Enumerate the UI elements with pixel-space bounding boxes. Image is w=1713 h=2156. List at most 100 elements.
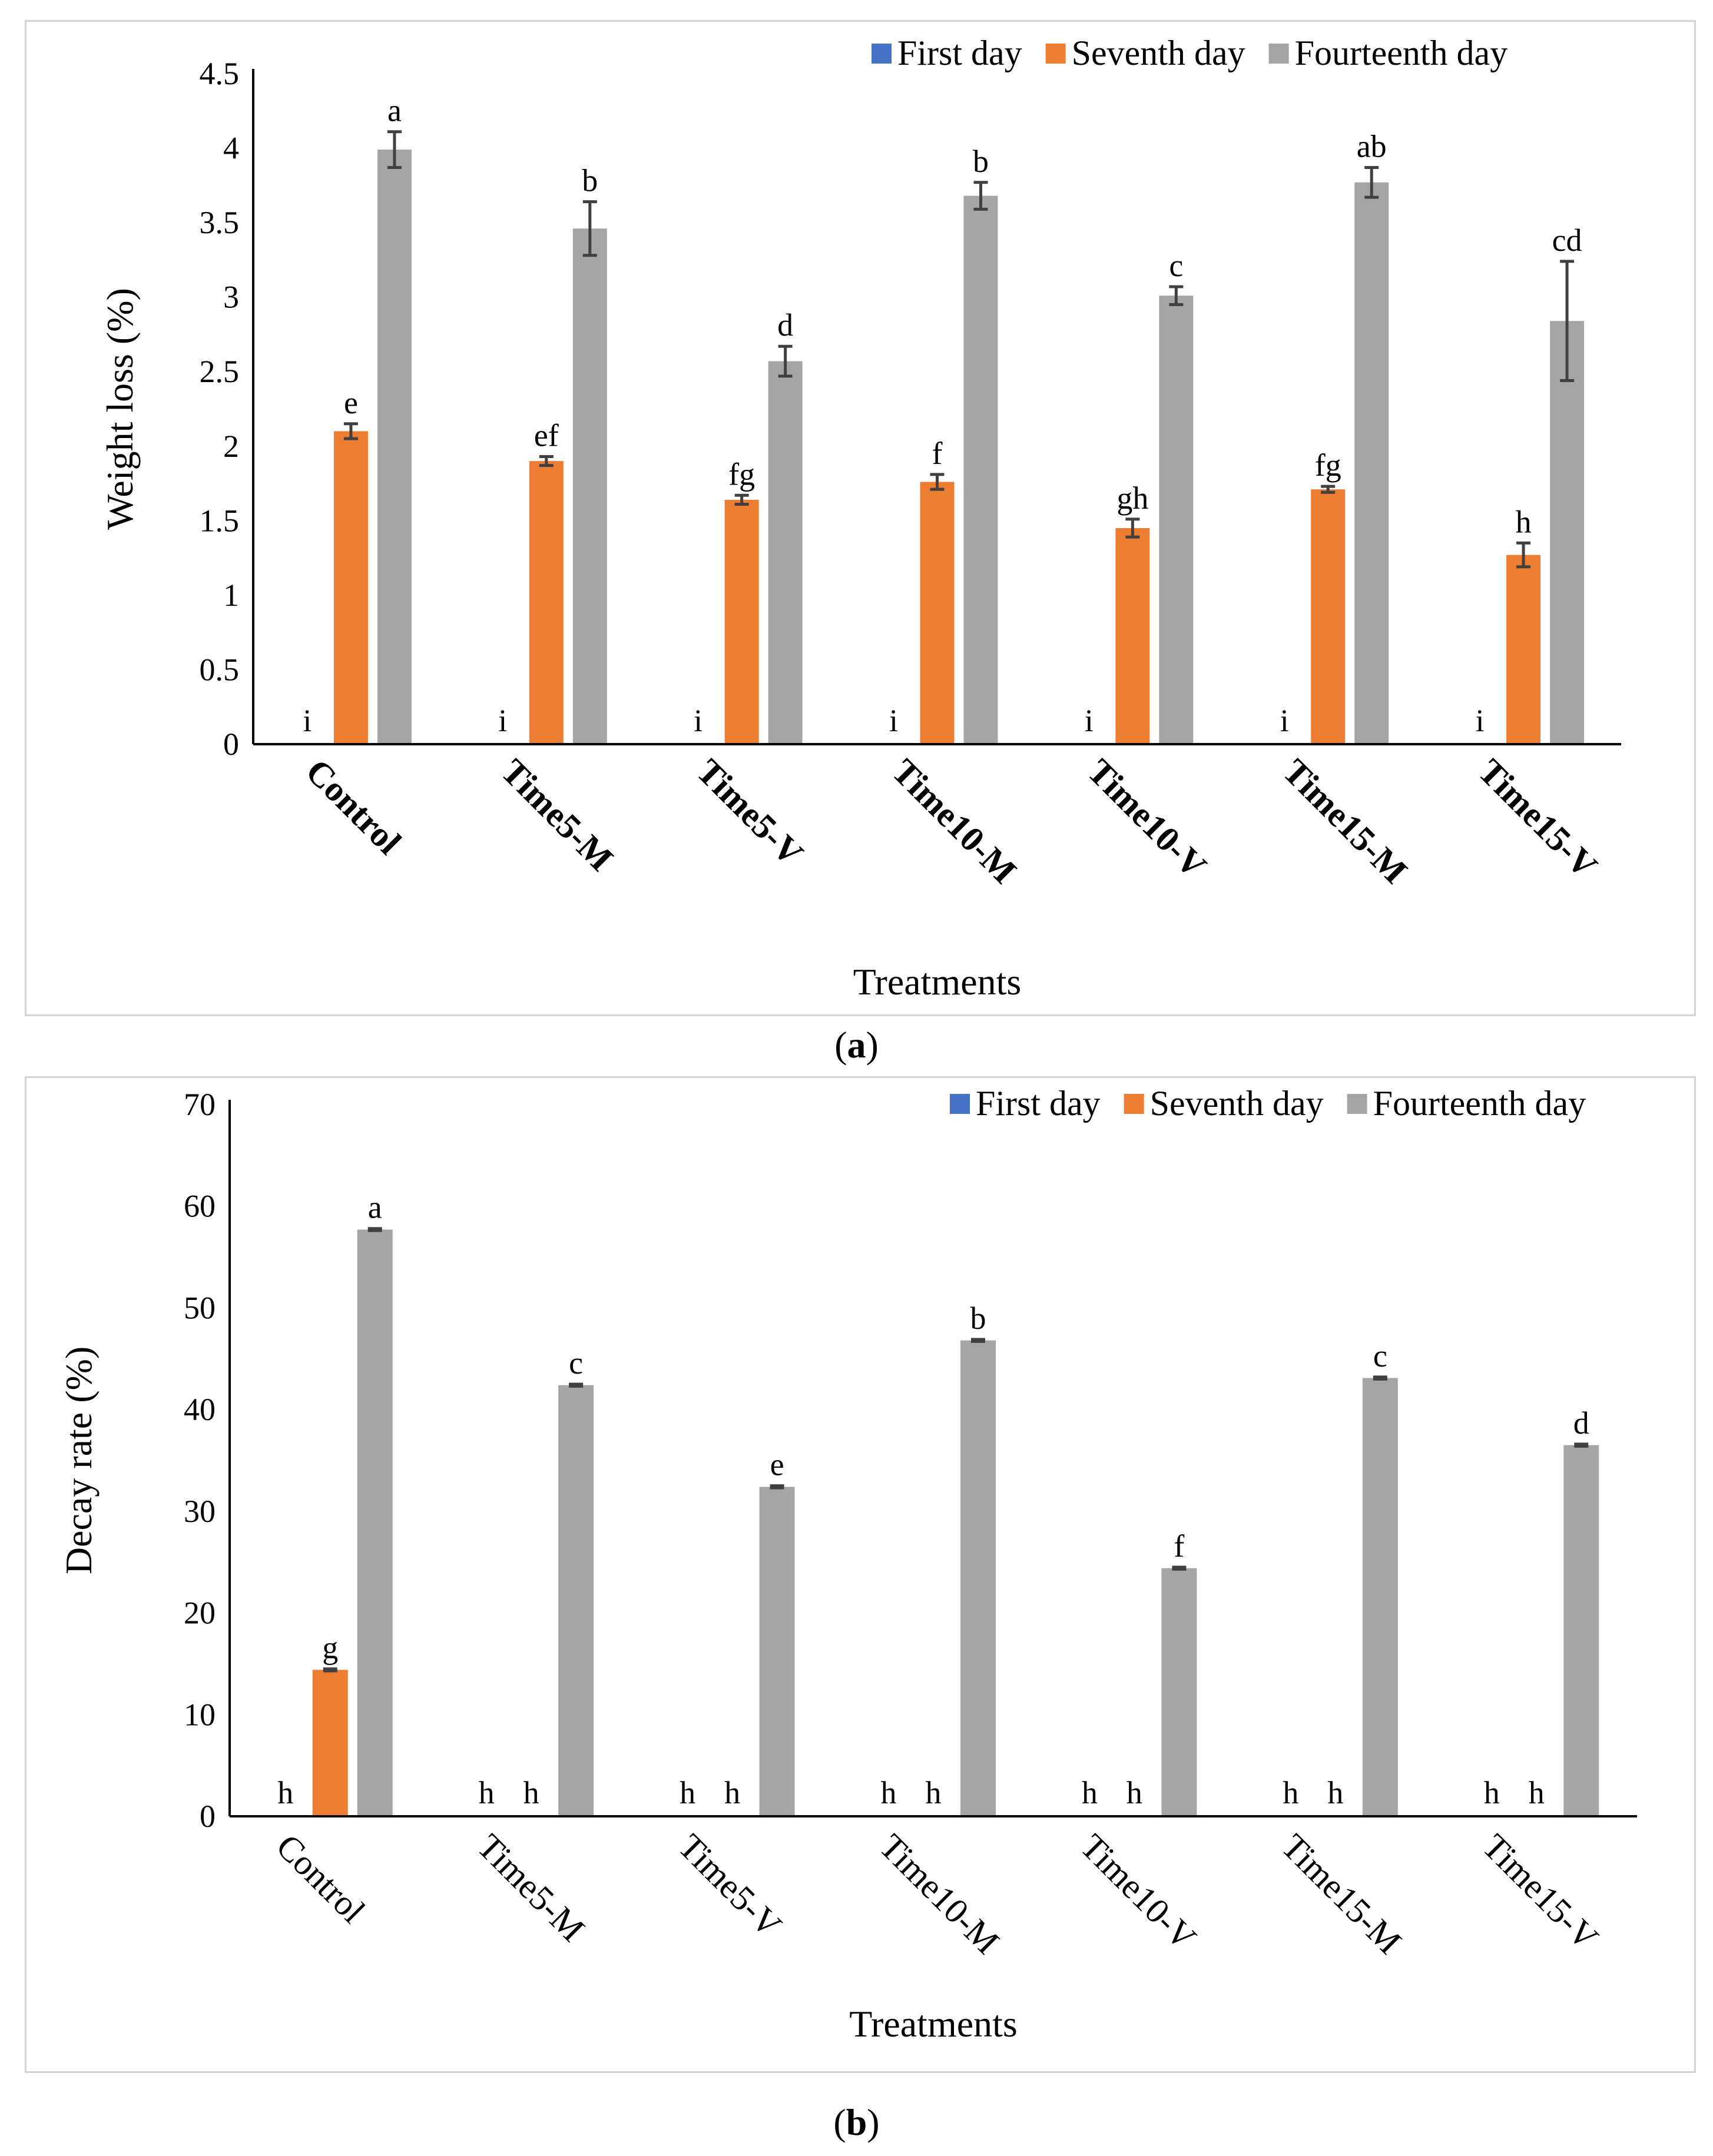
legend-label-1: Seventh day (1072, 34, 1245, 72)
significance-letter-1-1: ef (534, 417, 559, 453)
y-tick-label-3: 30 (184, 1494, 216, 1529)
bar-time15-m-2 (1362, 1378, 1398, 1816)
legend-label-2: Fourteenth day (1295, 34, 1508, 72)
category-label-3: Time10-M (884, 752, 1024, 891)
legend-swatch-2 (1268, 44, 1289, 64)
y-tick-label-9: 4.5 (200, 56, 240, 91)
bar-time10-v-2 (1159, 296, 1194, 744)
y-tick-label-6: 3 (223, 280, 239, 315)
significance-letter-5-0: i (1280, 703, 1289, 738)
significance-letter-1-0: i (498, 703, 507, 738)
significance-letter-0-1: e (344, 385, 358, 420)
y-tick-label-2: 1 (223, 578, 239, 613)
significance-letter-5-1: h (1327, 1775, 1343, 1810)
y-tick-label-5: 2.5 (200, 354, 240, 389)
y-tick-label-0: 0 (223, 727, 239, 762)
bar-time10-m-2 (960, 1340, 996, 1816)
significance-letter-5-0: h (1283, 1775, 1298, 1810)
y-tick-label-2: 20 (184, 1596, 216, 1631)
significance-letter-1-1: h (523, 1775, 539, 1810)
significance-letter-6-1: h (1529, 1775, 1545, 1810)
bar-time15-v-2 (1563, 1445, 1599, 1816)
bar-time10-v-1 (1115, 528, 1150, 744)
legend-label-1: Seventh day (1150, 1084, 1324, 1123)
significance-letter-4-2: c (1169, 248, 1183, 283)
bar-control-2 (357, 1229, 393, 1816)
y-tick-label-1: 10 (184, 1697, 216, 1732)
decay-rate-chart-panel: 0 10 20 30 40 50 60 70 h g a Control h h c Time5-M h h e Ti… (25, 1076, 1696, 2073)
significance-letter-5-2: ab (1357, 128, 1387, 164)
category-label-5: Time15-M (1274, 1827, 1409, 1962)
legend-swatch-1 (1124, 1094, 1144, 1114)
legend-label-0: First day (976, 1084, 1101, 1123)
significance-letter-0-0: h (277, 1775, 293, 1810)
category-label-4: Time10-V (1073, 1827, 1204, 1958)
y-tick-label-7: 70 (184, 1087, 216, 1122)
category-label-1: Time5-M (494, 752, 621, 879)
significance-letter-1-2: c (569, 1345, 583, 1381)
legend-swatch-2 (1347, 1094, 1367, 1114)
legend-label-0: First day (897, 34, 1022, 72)
significance-letter-2-2: d (777, 307, 793, 343)
y-tick-label-7: 3.5 (200, 205, 240, 240)
significance-letter-2-2: e (770, 1447, 784, 1482)
legend-swatch-1 (1045, 44, 1066, 64)
bar-time10-v-2 (1161, 1568, 1197, 1816)
weight-loss-chart-panel: 0 0.5 1 1.5 2 2.5 3 3.5 4 4.5 i e a Control i ef b Time5-… (25, 20, 1696, 1016)
bar-time15-m-1 (1311, 489, 1346, 744)
significance-letter-2-1: fg (728, 456, 755, 492)
bar-time15-m-2 (1354, 182, 1389, 744)
caption-b: (b) (833, 2101, 880, 2143)
bar-time15-v-2 (1550, 321, 1585, 744)
y-tick-label-0: 0 (200, 1799, 216, 1834)
bar-control-1 (312, 1670, 348, 1816)
y-axis-title: Decay rate (%) (58, 1346, 100, 1574)
y-tick-label-3: 1.5 (200, 503, 240, 538)
significance-letter-5-2: c (1373, 1338, 1387, 1374)
significance-letter-0-1: g (322, 1630, 338, 1666)
significance-letter-3-2: b (970, 1301, 986, 1336)
significance-letter-3-1: f (932, 436, 943, 471)
category-label-0: Control (299, 752, 409, 862)
bar-time15-v-1 (1506, 555, 1541, 744)
significance-letter-4-1: gh (1116, 480, 1148, 516)
significance-letter-4-0: i (1085, 703, 1094, 738)
significance-letter-3-0: i (889, 703, 898, 738)
significance-letter-0-2: a (368, 1190, 382, 1225)
bar-time10-m-1 (920, 482, 955, 744)
category-label-2: Time5-V (689, 752, 810, 873)
significance-letter-4-0: h (1082, 1775, 1098, 1810)
y-tick-label-6: 60 (184, 1189, 216, 1224)
significance-letter-0-2: a (387, 93, 402, 128)
significance-letter-2-0: i (694, 703, 703, 738)
category-label-5: Time15-M (1275, 752, 1415, 891)
significance-letter-6-0: h (1484, 1775, 1500, 1810)
significance-letter-4-1: h (1126, 1775, 1142, 1810)
x-axis-title: Treatments (849, 2003, 1018, 2045)
bar-time5-m-2 (572, 228, 607, 744)
y-axis-title: Weight loss (%) (99, 288, 141, 530)
x-axis-title: Treatments (853, 961, 1022, 1003)
bar-control-2 (377, 150, 412, 744)
bar-time5-m-2 (558, 1385, 594, 1816)
significance-letter-3-0: h (881, 1775, 897, 1810)
weight-loss-chart: 0 0.5 1 1.5 2 2.5 3 3.5 4 4.5 i e a Control i ef b Time5-… (99, 34, 1621, 1003)
significance-letter-2-0: h (680, 1775, 695, 1810)
y-tick-label-4: 2 (223, 429, 239, 464)
significance-letter-6-1: h (1516, 504, 1532, 539)
category-label-6: Time15-V (1471, 752, 1605, 885)
bar-time5-m-1 (529, 461, 564, 744)
significance-letter-1-0: h (479, 1775, 495, 1810)
category-label-4: Time10-V (1080, 752, 1214, 885)
significance-letter-2-1: h (724, 1775, 740, 1810)
y-tick-label-4: 40 (184, 1392, 216, 1427)
significance-letter-6-2: d (1573, 1405, 1589, 1441)
category-label-2: Time5-V (671, 1827, 789, 1945)
category-label-1: Time5-M (470, 1827, 592, 1949)
significance-letter-6-0: i (1476, 703, 1485, 738)
y-tick-label-8: 4 (223, 131, 239, 166)
significance-letter-0-0: i (303, 703, 312, 738)
bar-time5-v-2 (759, 1487, 795, 1816)
category-label-3: Time10-M (872, 1827, 1007, 1962)
